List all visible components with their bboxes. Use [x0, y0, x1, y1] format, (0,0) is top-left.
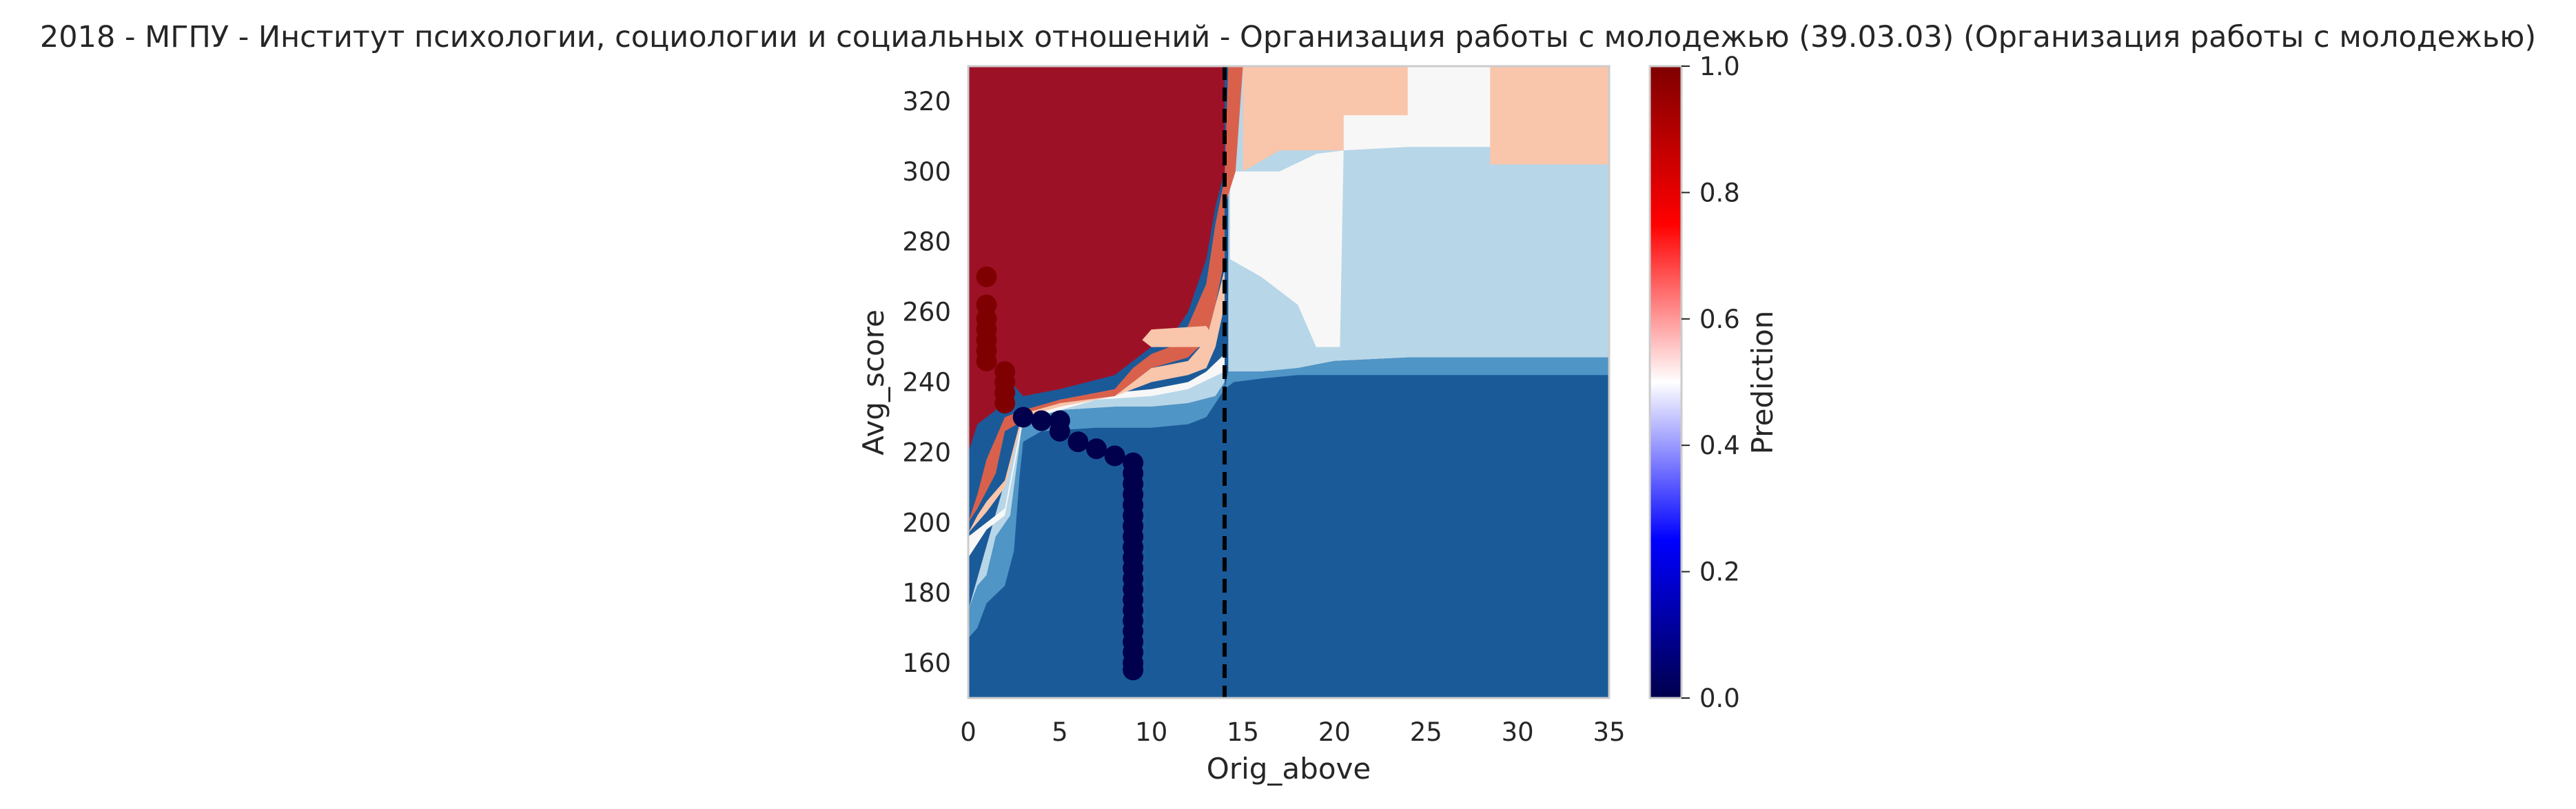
contour-region-upper-right-white-strip: [1230, 150, 1344, 347]
data-points: [976, 266, 1144, 681]
colorbar-tick-label: 0.4: [1699, 431, 1740, 460]
colorbar-label: Prediction: [1746, 311, 1779, 455]
colorbar-tick-label: 0.0: [1699, 684, 1740, 713]
x-tick-label: 0: [960, 717, 977, 747]
y-tick-label: 200: [902, 508, 951, 537]
contour-region-upper-right-mid-blue-band: [1225, 357, 1609, 389]
colorbar-tick-label: 1.0: [1699, 52, 1740, 81]
y-tick-label: 280: [902, 227, 951, 257]
x-tick-label: 10: [1135, 717, 1167, 747]
plot-frame: [967, 65, 1611, 699]
colorbar-tick-label: 0.2: [1699, 557, 1740, 587]
y-tick-label: 240: [902, 368, 951, 398]
data-point-label-0: [1123, 659, 1144, 681]
colorbar-ticks: 0.0 0.2 0.4 0.6 0.8 1.0: [1681, 52, 1740, 713]
y-tick-label: 160: [902, 648, 951, 678]
colorbar-tick-label: 0.8: [1699, 178, 1740, 207]
x-tick-label: 25: [1410, 717, 1442, 747]
contour-region-left-mid-blue: [968, 382, 1225, 639]
contour-region-red-band-mid: [968, 66, 1243, 523]
x-axis-label: Orig_above: [1207, 752, 1371, 786]
contour-region-red-core: [968, 66, 1225, 453]
x-tick-label: 5: [1052, 717, 1068, 747]
x-axis-ticks: 0 5 10 15 20 25 30 35: [960, 717, 1625, 747]
colorbar: [1648, 65, 1683, 699]
data-point-label-0: [1049, 420, 1070, 442]
data-point-label-1: [994, 393, 1016, 414]
contour-regions: [968, 66, 1609, 698]
colorbar-tick-label: 0.6: [1699, 305, 1740, 334]
contour-region-left-light-blue: [968, 368, 1225, 611]
y-tick-label: 320: [902, 87, 951, 116]
contour-region-pink-band-left: [968, 206, 1225, 533]
y-tick-label: 260: [902, 298, 951, 327]
data-point-label-0: [1031, 410, 1052, 431]
data-point-label-0: [1104, 445, 1125, 467]
y-axis-ticks: 160 180 200 220 240 260 280 300 320: [902, 87, 951, 678]
y-tick-label: 180: [902, 578, 951, 608]
x-tick-label: 15: [1227, 717, 1259, 747]
chart-title: 2018 - МГПУ - Институт психологии, социо…: [40, 20, 2536, 54]
contour-region-upper-right-pink-2: [1490, 66, 1609, 165]
data-point-label-0: [1067, 431, 1089, 453]
x-tick-label: 30: [1502, 717, 1534, 747]
y-axis-label: Avg_score: [857, 309, 890, 455]
x-tick-label: 20: [1318, 717, 1351, 747]
y-tick-label: 300: [902, 157, 951, 187]
data-point-label-1: [976, 266, 997, 287]
data-point-label-1: [976, 350, 997, 371]
data-point-label-0: [1012, 407, 1034, 428]
x-tick-label: 35: [1593, 717, 1625, 747]
contour-region-pink-islands-10-13: [1142, 326, 1216, 347]
contour-region-upper-right-pink: [1243, 66, 1408, 172]
y-tick-label: 220: [902, 438, 951, 467]
data-point-label-0: [1086, 438, 1107, 460]
